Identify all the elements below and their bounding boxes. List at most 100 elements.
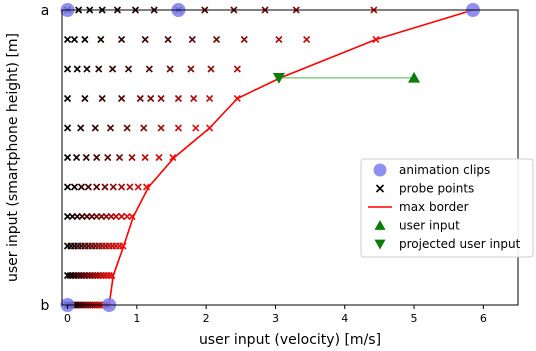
probe-point-stroke xyxy=(80,271,88,280)
probe-point-stroke xyxy=(77,271,85,280)
user-input-markers xyxy=(272,71,421,84)
probe-point xyxy=(93,183,101,191)
probe-point xyxy=(136,94,144,103)
probe-point-stroke xyxy=(206,94,214,103)
probe-point-stroke xyxy=(188,35,196,44)
probe-point xyxy=(141,35,149,44)
probe-point-stroke xyxy=(136,94,144,103)
probe-point xyxy=(123,124,131,132)
probe-point xyxy=(75,271,83,280)
legend-item-probes: probe points xyxy=(375,182,474,196)
max-border xyxy=(108,9,474,306)
probe-point xyxy=(115,153,124,162)
probe-point xyxy=(124,65,133,73)
probe-point-stroke xyxy=(190,94,198,103)
probe-point-stroke xyxy=(63,183,72,191)
probe-point-stroke xyxy=(118,212,126,221)
max-border-line xyxy=(108,9,474,306)
probe-point xyxy=(141,153,149,162)
probe-point xyxy=(81,94,89,103)
probe-point-stroke xyxy=(81,94,89,103)
probe-point-stroke xyxy=(134,183,142,191)
probe-point xyxy=(91,124,99,132)
probe-point-stroke xyxy=(157,124,165,132)
probe-point-stroke xyxy=(112,212,120,221)
probe-point xyxy=(86,271,94,280)
legend-label: user input xyxy=(399,219,460,233)
probe-point xyxy=(118,212,126,221)
probe-point xyxy=(145,65,153,73)
probe-point xyxy=(140,124,148,132)
probe-point xyxy=(190,94,198,103)
probe-point-stroke xyxy=(207,65,215,73)
probe-point xyxy=(240,35,248,44)
y-label-top-a: a xyxy=(41,3,50,19)
legend-label: animation clips xyxy=(399,163,490,177)
probe-point xyxy=(106,124,115,132)
probe-point xyxy=(166,65,174,73)
probe-point-stroke xyxy=(174,124,182,132)
probe-point-stroke xyxy=(63,65,72,73)
probe-point xyxy=(174,94,182,103)
probe-point-stroke xyxy=(233,65,241,73)
probe-point-stroke xyxy=(142,183,151,191)
probe-point-stroke xyxy=(123,124,131,132)
probe-point-stroke xyxy=(94,271,102,280)
x-axis-ticks: 0 1 2 3 4 5 6 xyxy=(64,305,487,325)
legend-label: max border xyxy=(399,200,469,214)
probe-point-stroke xyxy=(169,153,177,162)
probe-point xyxy=(77,124,85,132)
x-axis-label: user input (velocity) [m/s] xyxy=(199,332,381,348)
probe-point xyxy=(97,271,105,280)
probe-point xyxy=(275,35,283,44)
probe-point xyxy=(91,271,99,280)
probe-point xyxy=(83,271,91,280)
probe-point-stroke xyxy=(118,35,126,44)
probe-point xyxy=(94,271,102,280)
probe-point-stroke xyxy=(187,65,195,73)
y-label-bottom-b: b xyxy=(41,298,50,314)
probe-point-stroke xyxy=(97,35,105,44)
probe-point-stroke xyxy=(104,153,112,162)
legend-swatch-triangle-up xyxy=(374,220,386,230)
probe-point xyxy=(63,65,72,73)
probe-point-stroke xyxy=(145,65,153,73)
legend-item-clips: animation clips xyxy=(373,163,490,177)
probe-point-stroke xyxy=(102,271,110,280)
probe-point xyxy=(147,94,155,103)
y-axis-label: user input (smartphone height) [m] xyxy=(5,33,21,282)
probe-point-stroke xyxy=(72,271,80,280)
probe-point-stroke xyxy=(126,183,134,191)
legend-label: probe points xyxy=(399,182,474,196)
probe-point xyxy=(80,271,88,280)
probe-point-stroke xyxy=(109,65,117,73)
probe-point xyxy=(187,65,195,73)
probe-point-stroke xyxy=(100,271,108,280)
probe-point xyxy=(126,183,134,191)
probe-point xyxy=(109,65,117,73)
probe-point-stroke xyxy=(106,124,115,132)
probe-point-stroke xyxy=(141,153,149,162)
probe-point xyxy=(112,212,120,221)
probe-point xyxy=(105,271,113,280)
x-tick-label: 5 xyxy=(411,312,418,325)
probe-point xyxy=(72,271,80,280)
probe-point-stroke xyxy=(118,94,126,103)
probe-point xyxy=(104,153,112,162)
legend-swatch-x xyxy=(375,184,385,193)
probe-point xyxy=(95,65,103,73)
probe-point-stroke xyxy=(91,124,99,132)
probe-point-stroke xyxy=(140,124,148,132)
probe-point-stroke xyxy=(115,153,124,162)
x-tick-label: 1 xyxy=(133,312,140,325)
probe-point xyxy=(207,65,215,73)
legend-item-projected: projected user input xyxy=(374,237,521,251)
probe-point xyxy=(66,271,74,280)
probe-point-stroke xyxy=(101,183,109,191)
axes xyxy=(61,9,519,306)
probe-point xyxy=(157,124,165,132)
probe-point-stroke xyxy=(82,153,90,162)
probe-point-stroke xyxy=(157,94,165,103)
probe-point-stroke xyxy=(63,124,72,132)
